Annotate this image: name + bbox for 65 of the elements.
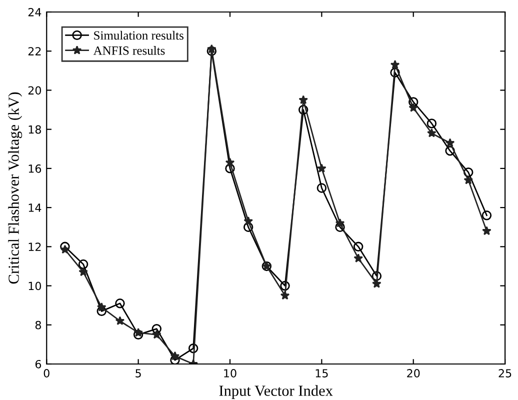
legend-label: Simulation results <box>94 30 184 40</box>
point <box>115 298 125 308</box>
point <box>316 183 327 193</box>
point <box>317 164 326 173</box>
point <box>335 218 345 228</box>
point <box>206 46 217 56</box>
point <box>152 330 162 339</box>
point <box>354 254 364 262</box>
y-tick-label: 20 <box>28 86 42 95</box>
point <box>60 244 70 254</box>
point <box>60 242 70 252</box>
y-tick-label: 10 <box>28 282 42 290</box>
point <box>335 222 345 232</box>
x-tick-label: 15 <box>316 369 328 378</box>
y-tick-label: 22 <box>28 47 41 56</box>
point <box>170 355 180 364</box>
point <box>390 68 400 78</box>
point <box>464 167 474 178</box>
point <box>188 343 198 354</box>
point <box>280 280 290 291</box>
x-tick-label: 5 <box>136 369 141 378</box>
x-axis-title: Input Vector Index <box>219 385 333 400</box>
point <box>244 216 253 226</box>
point <box>298 104 308 115</box>
point <box>445 146 455 156</box>
point <box>482 210 492 220</box>
y-tick-label: 12 <box>28 242 41 251</box>
point <box>482 226 492 236</box>
point <box>353 242 364 252</box>
point <box>408 102 418 112</box>
point <box>445 138 455 148</box>
point <box>225 158 235 167</box>
y-tick-label: 6 <box>35 360 42 368</box>
y-tick-label: 8 <box>35 320 41 330</box>
point <box>206 44 216 54</box>
point <box>78 259 88 270</box>
point <box>96 306 106 316</box>
point <box>243 222 254 232</box>
point <box>225 164 235 174</box>
point <box>280 290 290 300</box>
point <box>96 302 106 312</box>
point <box>390 60 400 69</box>
point <box>464 175 474 184</box>
point <box>133 330 144 340</box>
legend-label: ANFIS results <box>93 46 165 55</box>
y-tick-label: 24 <box>28 8 42 16</box>
point <box>426 118 437 128</box>
point <box>372 278 382 288</box>
point <box>115 316 125 326</box>
point <box>134 328 143 337</box>
point <box>298 95 308 104</box>
x-tick-label: 25 <box>498 369 512 378</box>
point <box>152 324 162 334</box>
y-tick-label: 14 <box>28 204 42 212</box>
point <box>372 271 382 281</box>
y-tick-label: 16 <box>28 164 42 173</box>
point <box>78 267 88 276</box>
point <box>170 351 180 360</box>
point <box>408 97 418 107</box>
y-tick-label: 18 <box>28 125 41 134</box>
point <box>427 128 436 138</box>
x-tick-label: 20 <box>407 369 420 378</box>
y-axis-title: Critical Flashover Voltage (kV) <box>8 92 22 284</box>
x-tick-label: 10 <box>224 369 236 378</box>
x-tick-label: 0 <box>44 369 50 378</box>
